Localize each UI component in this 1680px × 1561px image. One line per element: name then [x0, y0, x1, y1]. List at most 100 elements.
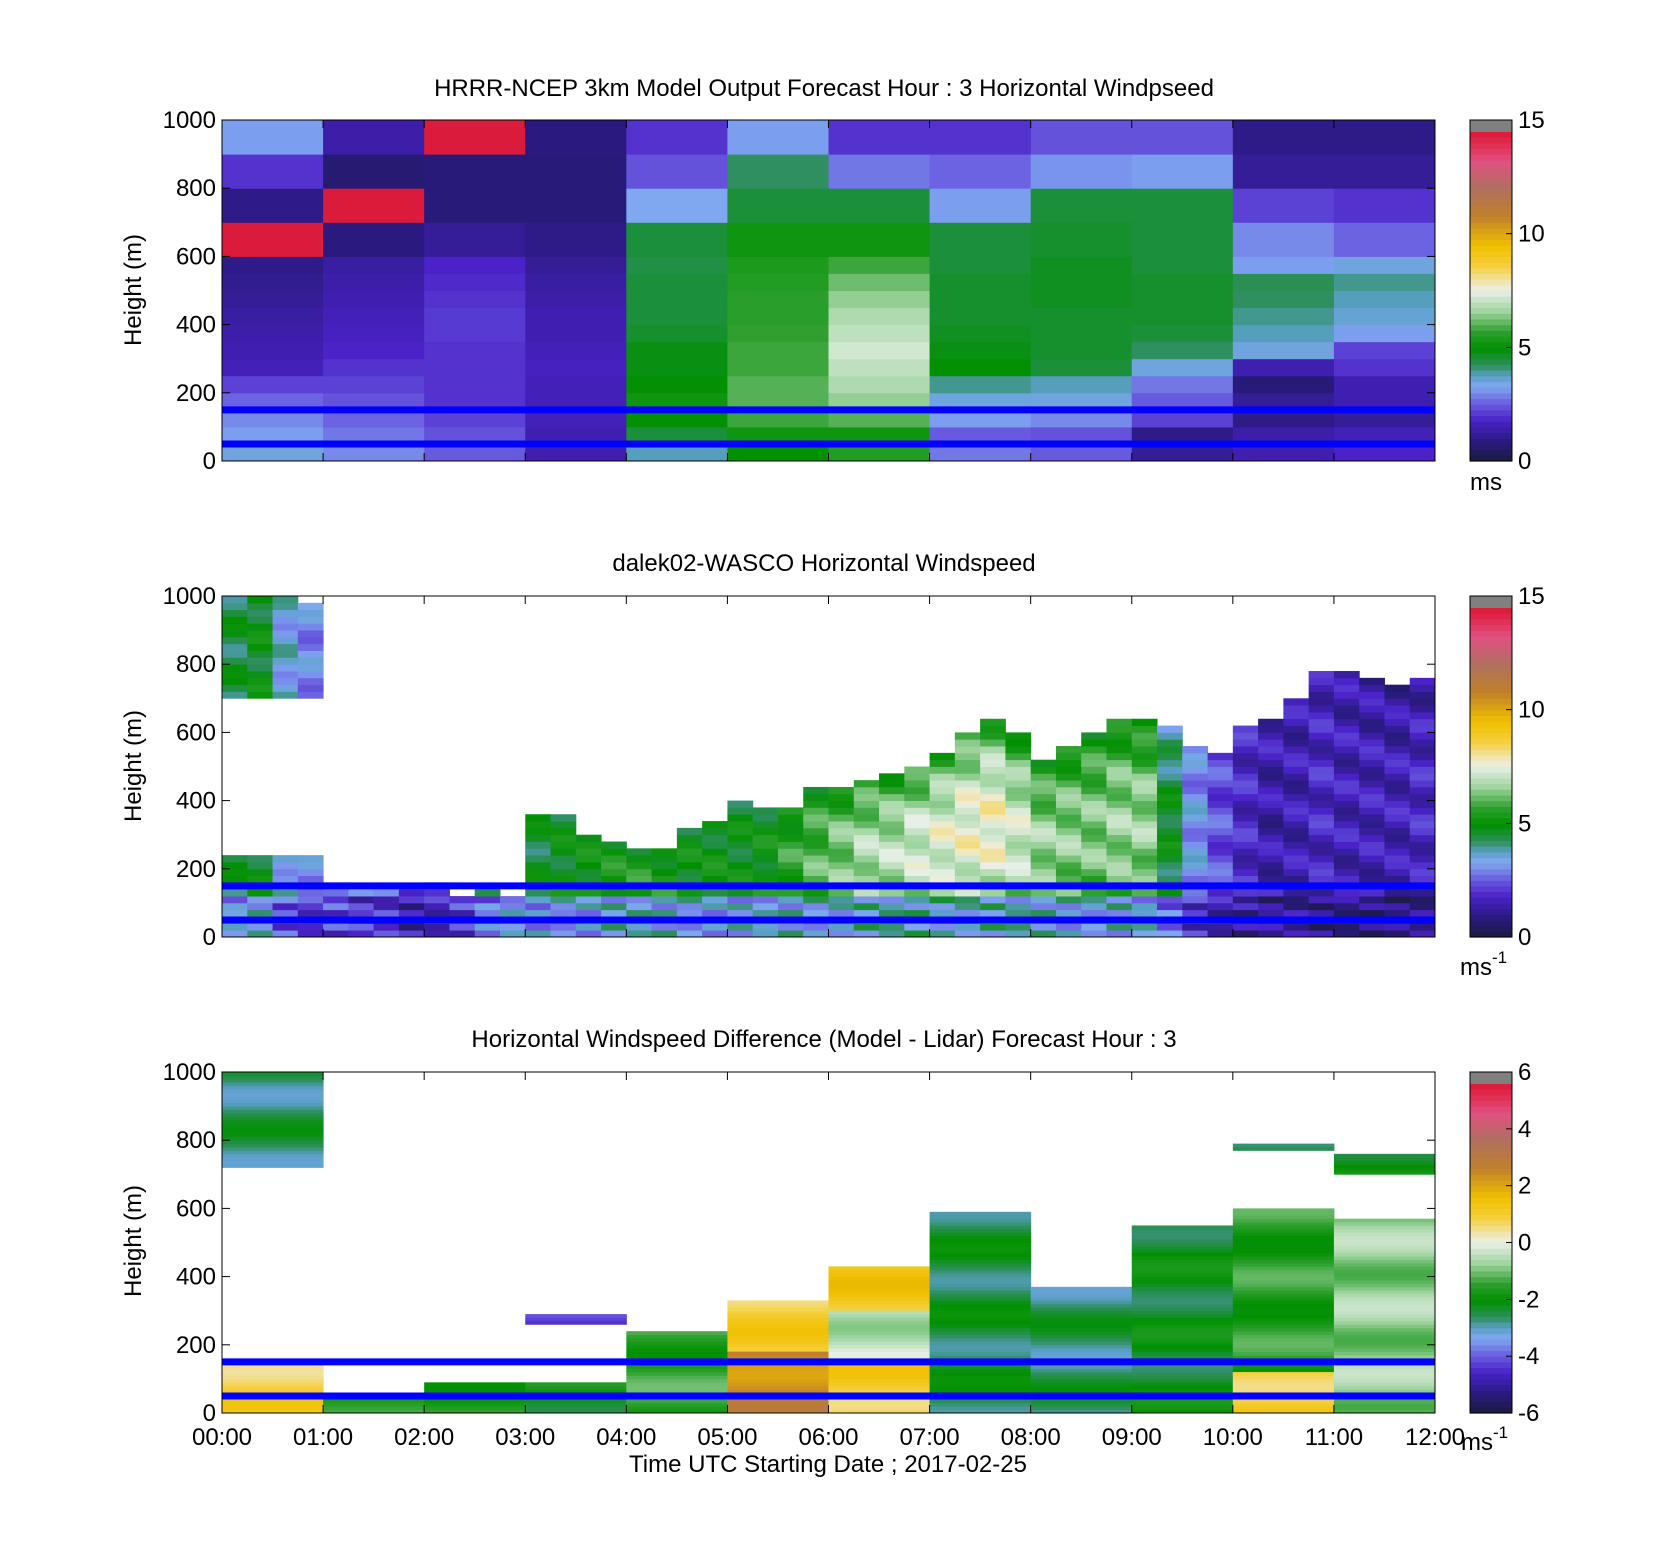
heatmap-cell	[1207, 909, 1234, 917]
heatmap-cell	[1232, 875, 1259, 883]
heatmap-cell	[1081, 807, 1107, 815]
heatmap-cell	[929, 1409, 1032, 1414]
heatmap-cell	[828, 1402, 931, 1407]
heatmap-cell	[626, 1331, 728, 1335]
colorbar-swatch	[1470, 421, 1512, 428]
heatmap-cell	[727, 896, 754, 904]
colorbar-swatch	[1470, 1208, 1512, 1215]
heatmap-cell	[323, 341, 425, 360]
heatmap-cell	[929, 1297, 1032, 1301]
heatmap-cell	[853, 814, 880, 822]
heatmap-cell	[904, 821, 931, 829]
heatmap-cell	[1207, 821, 1234, 829]
heatmap-cell	[222, 930, 248, 938]
heatmap-cell	[297, 609, 324, 617]
heatmap-cell	[1283, 930, 1310, 938]
heatmap-cell	[1359, 705, 1385, 713]
heatmap-cell	[1081, 739, 1107, 747]
heatmap-cell	[222, 657, 248, 665]
heatmap-cell	[525, 902, 552, 911]
colorbar-swatch	[1470, 931, 1512, 938]
heatmap-cell	[1106, 841, 1133, 849]
heatmap-cell	[1258, 766, 1284, 774]
heatmap-cell	[222, 1389, 324, 1393]
colorbar-tick-label: 4	[1518, 1116, 1531, 1143]
heatmap-cell	[929, 786, 956, 795]
heatmap-cell	[424, 290, 526, 309]
heatmap-cell	[1131, 807, 1158, 815]
heatmap-cell	[222, 923, 248, 931]
heatmap-cell	[1359, 698, 1385, 706]
heatmap-cell	[1333, 1266, 1436, 1271]
heatmap-cell	[499, 909, 526, 917]
colorbar-swatch	[1470, 1100, 1512, 1107]
heatmap-cell	[727, 821, 754, 829]
heatmap-cell	[954, 855, 981, 863]
heatmap-cell	[1333, 1409, 1436, 1414]
colorbar-swatch	[1470, 1117, 1512, 1124]
heatmap-cell	[853, 930, 880, 938]
heatmap-cell	[525, 1320, 627, 1325]
heatmap-cell	[1232, 1402, 1335, 1407]
heatmap-cell	[1232, 1355, 1335, 1359]
heatmap-cell	[1030, 902, 1057, 911]
heatmap-cell	[1258, 868, 1284, 877]
heatmap-cell	[1030, 773, 1057, 781]
heatmap-cell	[1106, 923, 1133, 931]
heatmap-cell	[727, 875, 754, 883]
colorbar-swatch	[1470, 262, 1512, 269]
heatmap-cell	[222, 671, 248, 679]
colorbar-swatch	[1470, 675, 1512, 682]
heatmap-cell	[474, 923, 501, 931]
heatmap-cell	[1131, 222, 1234, 257]
heatmap-cell	[1131, 1290, 1234, 1295]
heatmap-cell	[929, 896, 956, 904]
heatmap-cell	[828, 1300, 931, 1305]
heatmap-cell	[1283, 711, 1310, 720]
x-tick-label: 08:00	[1001, 1424, 1061, 1451]
heatmap-cell	[1182, 930, 1209, 938]
colorbar-swatch	[1470, 732, 1512, 739]
heatmap-cell	[1232, 1365, 1335, 1370]
heatmap-cell	[1030, 868, 1057, 877]
heatmap-cell	[1182, 821, 1209, 829]
heatmap-cell	[1232, 923, 1259, 931]
heatmap-cell	[1359, 807, 1385, 815]
heatmap-cell	[1232, 290, 1335, 309]
heatmap-cell	[222, 902, 248, 911]
heatmap-cell	[1106, 739, 1133, 747]
heatmap-cell	[1232, 1382, 1335, 1387]
colorbar-swatch	[1470, 1077, 1512, 1084]
heatmap-cell	[1283, 752, 1310, 761]
heatmap-cell	[853, 841, 880, 849]
heatmap-cell	[1055, 814, 1082, 822]
heatmap-cell	[1384, 684, 1411, 692]
heatmap-cell	[1333, 902, 1360, 911]
heatmap-cell	[1384, 821, 1411, 829]
heatmap-cell	[1055, 889, 1082, 897]
colorbar-swatch	[1470, 137, 1512, 144]
heatmap-cell	[702, 909, 728, 917]
heatmap-cell	[980, 834, 1006, 842]
heatmap-cell	[803, 875, 829, 883]
heatmap-cell	[272, 861, 299, 870]
colorbar-tick-label: -2	[1518, 1286, 1539, 1313]
heatmap-cell	[626, 222, 728, 257]
heatmap-cell	[954, 902, 981, 911]
heatmap-cell	[803, 855, 829, 863]
heatmap-cell	[929, 773, 956, 781]
heatmap-cell	[1333, 1167, 1436, 1172]
heatmap-cell	[727, 1300, 829, 1305]
heatmap-cell	[929, 1222, 1032, 1226]
colorbar-swatch	[1470, 1253, 1512, 1261]
heatmap-cell	[1258, 807, 1284, 815]
heatmap-cell	[1055, 759, 1082, 767]
heatmap-cell	[1258, 718, 1284, 726]
heatmap-cell	[929, 1320, 1032, 1325]
colorbar-swatch	[1470, 1191, 1512, 1198]
heatmap-cell	[904, 814, 931, 822]
heatmap-cell	[777, 909, 804, 917]
heatmap-cell	[1131, 1399, 1234, 1404]
heatmap-cell	[1055, 773, 1082, 781]
